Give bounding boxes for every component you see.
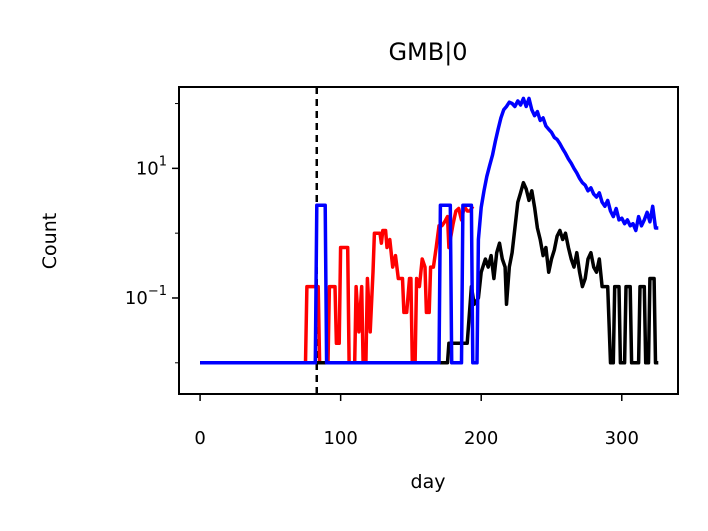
- x-tick-label: 0: [194, 428, 205, 449]
- axes: 0 100 200 300 101 10−1: [125, 103, 639, 449]
- series-line-0: [200, 204, 475, 365]
- series-line-2: [200, 96, 659, 365]
- x-axis-title: day: [411, 471, 446, 493]
- y-axis-title: Count: [39, 213, 61, 269]
- x-tick-label: 200: [464, 428, 498, 449]
- y-tick-label: 10−1: [125, 284, 167, 309]
- x-tick-label: 300: [605, 428, 639, 449]
- chart-title: GMB|0: [388, 38, 467, 66]
- series-line-1: [200, 180, 659, 365]
- plot-frame: [178, 86, 679, 395]
- x-tick-label: 100: [323, 428, 357, 449]
- y-tick-label: 101: [136, 154, 167, 179]
- plot-area: [200, 87, 659, 394]
